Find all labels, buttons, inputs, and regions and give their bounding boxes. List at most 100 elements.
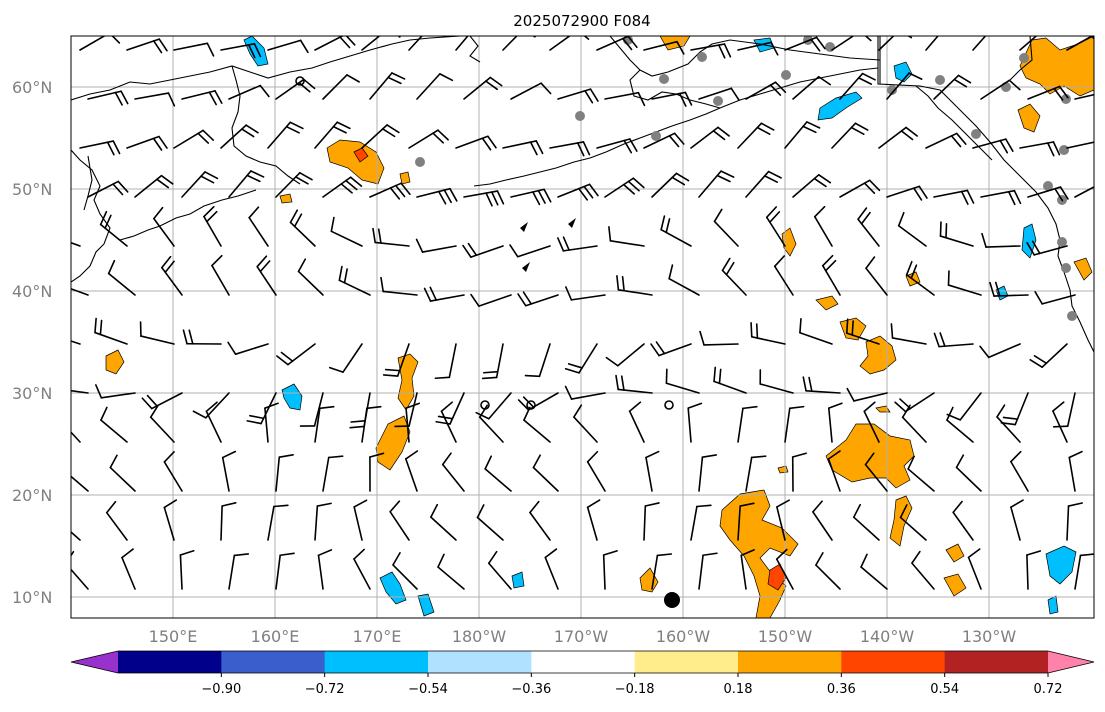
- wind-barb: [802, 376, 841, 394]
- wind-barb: [557, 236, 598, 252]
- wind-barb: [1074, 553, 1094, 590]
- wind-barb: [182, 329, 222, 345]
- wind-barb: [1010, 450, 1029, 492]
- wind-barb: [227, 341, 269, 355]
- wind-barb: [740, 549, 755, 590]
- lat-label: 50°N: [12, 180, 52, 199]
- wind-barb: [557, 183, 599, 201]
- wind-barb: [784, 405, 805, 443]
- wind-barb: [698, 87, 740, 101]
- wind-barb: [946, 406, 974, 443]
- wind-barb: [1066, 141, 1094, 149]
- station-markers: [415, 36, 1077, 321]
- wind-barb: [737, 122, 775, 149]
- colorbar-tick-label: −0.90: [201, 682, 241, 697]
- station-marker: [1067, 311, 1077, 321]
- station-marker: [1043, 181, 1053, 191]
- wind-barb: [972, 36, 987, 51]
- lon-labels: 150°E 160°E 170°E 180°W 170°W 160°W 150°…: [149, 627, 1017, 646]
- wind-barb: [690, 504, 712, 541]
- wind-barb: [1010, 499, 1024, 541]
- wind-barb: [523, 406, 551, 443]
- blue-region: [1021, 223, 1037, 259]
- orange-region: [1019, 36, 1094, 97]
- wind-barb: [126, 38, 168, 54]
- wind-barb: [372, 227, 410, 247]
- colorbar-segment: [531, 651, 636, 673]
- wind-barb: [228, 84, 270, 100]
- wind-barb: [361, 405, 382, 443]
- colorbar-segment: [841, 651, 946, 673]
- wind-barb: [845, 318, 880, 345]
- wind-barb: [484, 455, 512, 492]
- orange-region: [1073, 257, 1093, 281]
- wind-barb: [107, 259, 136, 296]
- wind-barb: [721, 257, 747, 296]
- colorbar-tick-label: 0.72: [1034, 682, 1063, 697]
- wind-barb: [852, 503, 880, 541]
- colorbar-tick-label: 0.36: [827, 682, 856, 697]
- colorbar-segment: [221, 651, 326, 673]
- wind-barb: [813, 205, 833, 247]
- wind-barb: [737, 41, 779, 56]
- wind-barb: [289, 209, 316, 247]
- wind-barb: [408, 36, 442, 51]
- wind-barb: [463, 76, 503, 100]
- wind-barb: [596, 36, 638, 51]
- wind-barb: [510, 188, 552, 206]
- wind-barb: [246, 392, 277, 425]
- station-marker: [935, 75, 945, 85]
- wind-barb: [1027, 186, 1069, 202]
- colorbar-segment: [118, 651, 222, 673]
- wind-barb: [532, 454, 559, 492]
- colorbar-extend-low: [71, 651, 118, 673]
- orange-region: [399, 171, 411, 185]
- blue-region: [817, 91, 863, 121]
- wind-barb: [549, 141, 591, 157]
- station-marker: [697, 52, 707, 62]
- wind-barb: [71, 475, 89, 492]
- wind-barb: [863, 401, 880, 443]
- wind-barb: [713, 208, 739, 247]
- wind-barb-pennant: [522, 262, 530, 272]
- wind-barb: [389, 500, 410, 541]
- dark-orange-core: [353, 147, 369, 163]
- wind-barb: [827, 402, 843, 443]
- lon-label: 170°W: [554, 627, 609, 646]
- wind-barb: [71, 241, 81, 247]
- wind-barb: [455, 135, 497, 151]
- wind-barb: [775, 548, 794, 590]
- large-dot-marker: [664, 592, 680, 608]
- wind-barb: [87, 90, 129, 106]
- wind-barb: [1026, 550, 1042, 590]
- wind-barb: [989, 281, 1029, 297]
- wind-barb: [267, 504, 289, 541]
- map-area: [71, 36, 1094, 618]
- lat-label: 60°N: [12, 78, 52, 97]
- wind-barb: [275, 454, 294, 492]
- wind-barb: [408, 129, 449, 149]
- wind-barb: [602, 550, 618, 590]
- wind-barb: [415, 238, 457, 253]
- wind-barb: [745, 81, 787, 100]
- wind-barb: [369, 452, 385, 492]
- wind-barb: [1027, 85, 1069, 101]
- wind-barb: [979, 343, 1021, 359]
- colorbar-tick-label: −0.18: [615, 682, 655, 697]
- wind-barb: [586, 499, 601, 541]
- wind-barb: [462, 242, 504, 258]
- lon-label: 180°W: [452, 627, 507, 646]
- wind-barb: [933, 189, 975, 205]
- colorbar-tick-label: −0.72: [305, 682, 345, 697]
- wind-barb: [423, 286, 465, 302]
- station-marker: [575, 111, 585, 121]
- wind-barb: [192, 392, 230, 419]
- wind-barb: [430, 503, 457, 541]
- wind-barb: [434, 343, 457, 380]
- wind-barb: [925, 132, 967, 149]
- wind-barb: [220, 502, 237, 541]
- wind-barb: [276, 343, 316, 366]
- wind-barb: [163, 451, 183, 492]
- wind-barb: [651, 172, 690, 198]
- wind-barb: [933, 74, 972, 100]
